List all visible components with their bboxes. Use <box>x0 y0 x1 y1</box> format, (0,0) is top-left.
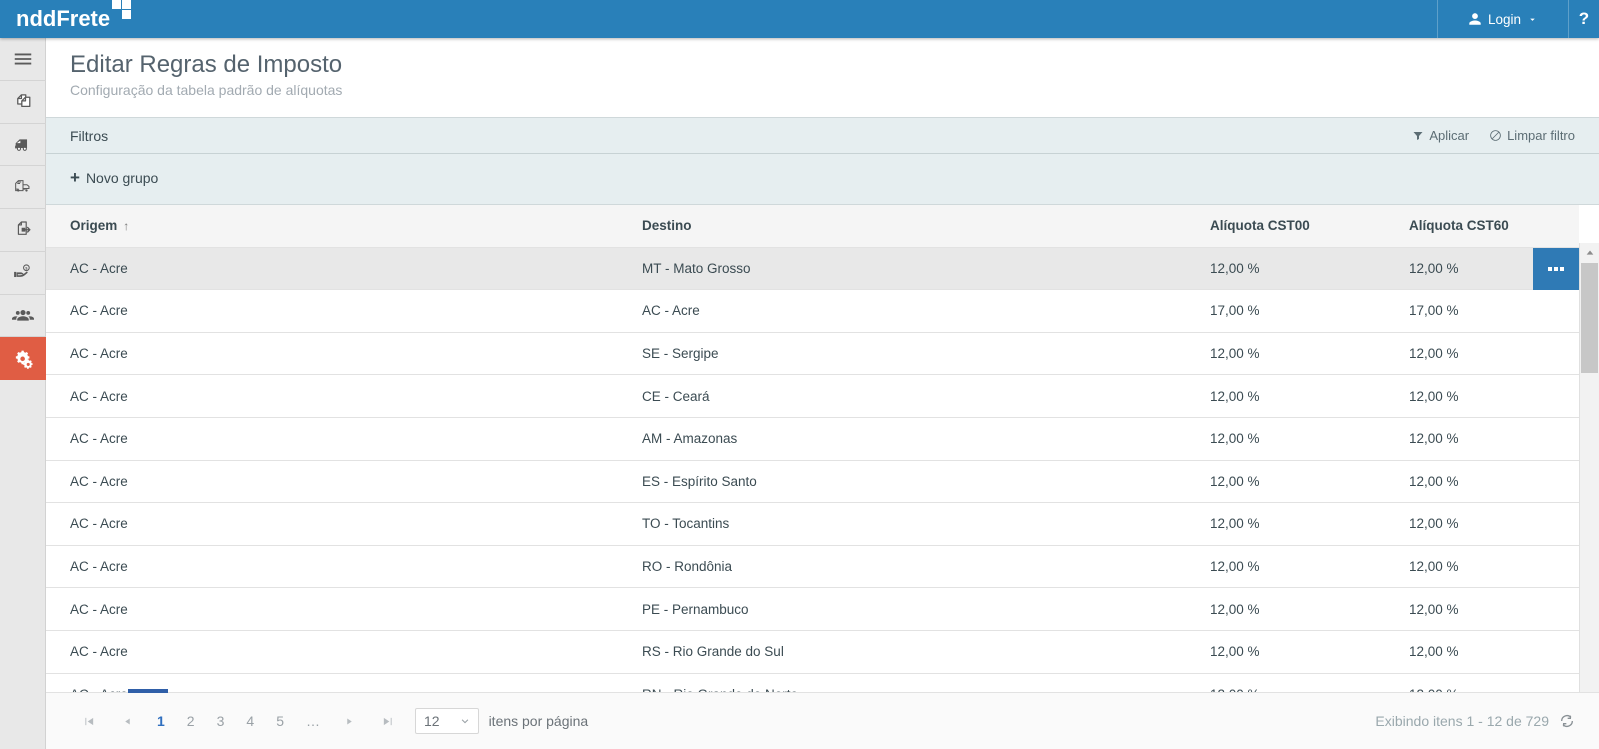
svg-text:$: $ <box>25 266 27 270</box>
